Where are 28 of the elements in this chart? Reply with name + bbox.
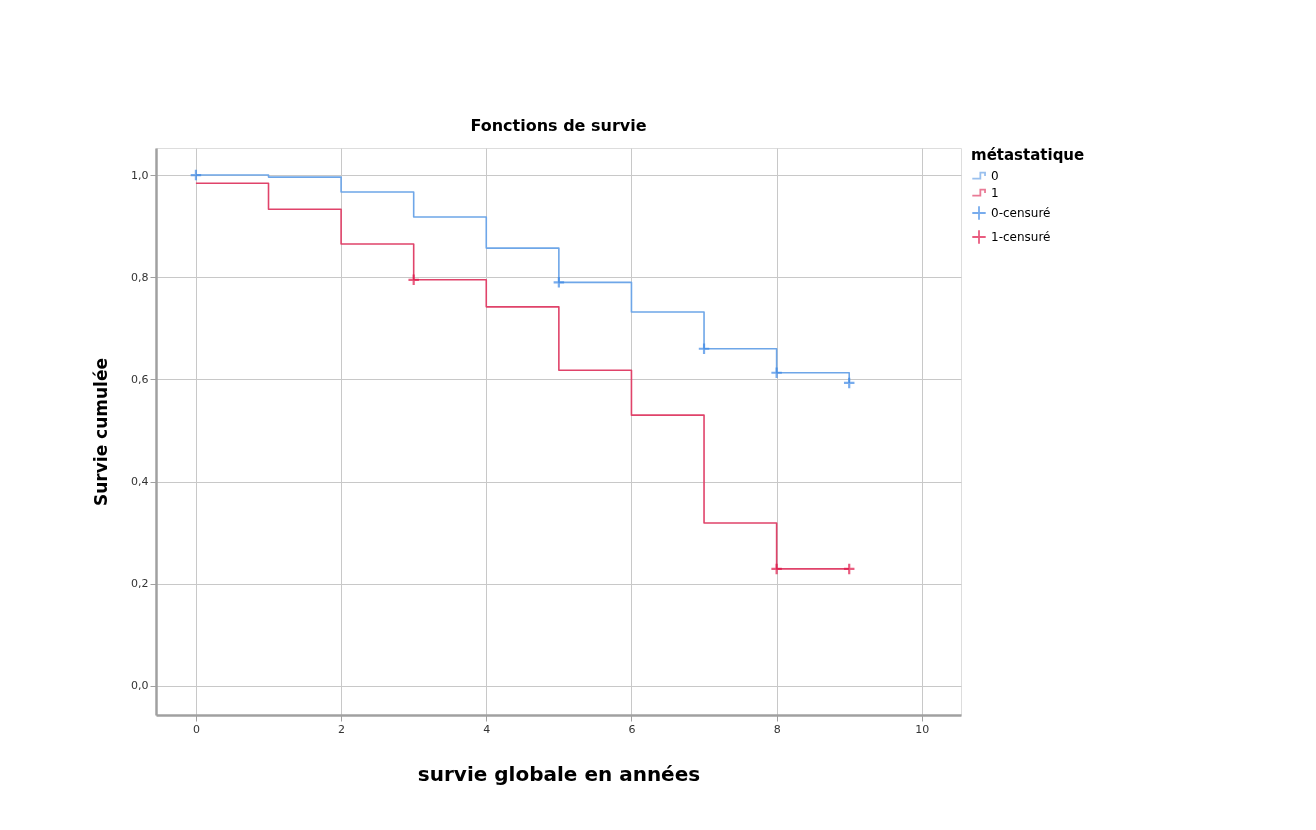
point: [407, 273, 421, 287]
x-axis-title: survie globale en années: [417, 761, 701, 786]
x-tick-label: 6: [628, 722, 636, 736]
point: [697, 342, 711, 356]
x-tick-label: 0: [192, 722, 200, 736]
y-axis-title: Survie cumulée: [91, 358, 112, 506]
y-tick-label: 0,0: [131, 679, 149, 693]
point: [189, 168, 203, 182]
point: [770, 562, 783, 576]
x-tick-label: 2: [338, 722, 346, 736]
x-tick-label: 4: [483, 722, 491, 736]
y-tick-label: 0,4: [131, 475, 149, 489]
point: [842, 376, 856, 390]
x-tick-label: 8: [773, 722, 781, 736]
legend-label: 0: [991, 169, 999, 183]
point: [552, 276, 566, 289]
y-tick-label: 1,0: [131, 168, 149, 182]
legend-label: 0-censuré: [991, 206, 1051, 220]
legend-label: 1: [991, 186, 999, 200]
legend-label: 1-censuré: [991, 230, 1051, 244]
x-tick-label: 10: [915, 722, 930, 736]
y-tick-label: 0,8: [131, 270, 149, 284]
point: [770, 366, 783, 380]
y-tick-label: 0,2: [131, 577, 149, 591]
legend-title: métastatique: [971, 146, 1085, 164]
y-tick-label: 0,6: [131, 372, 149, 386]
chart-title: Fonctions de survie: [470, 116, 647, 135]
point: [842, 562, 856, 576]
